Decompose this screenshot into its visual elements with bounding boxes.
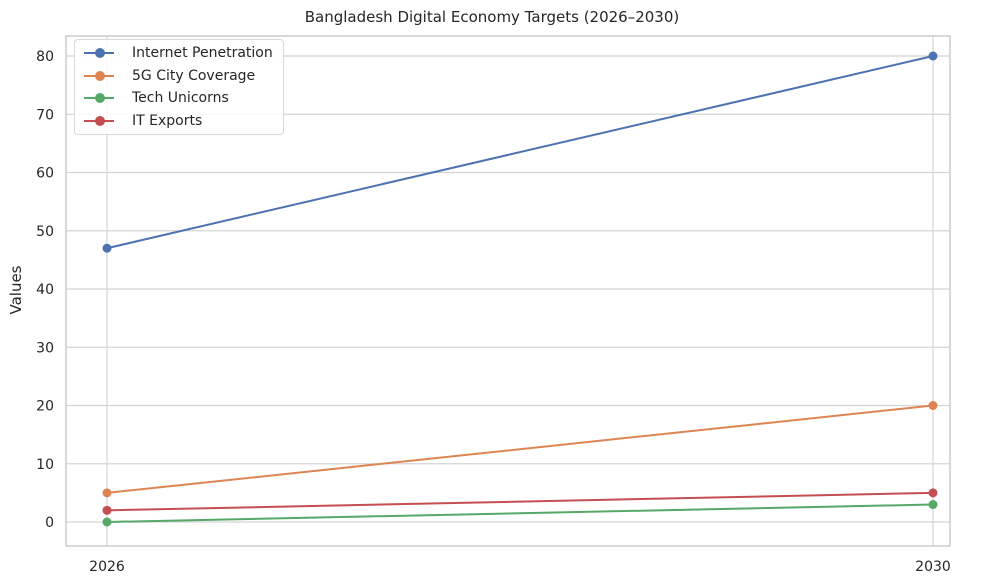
series-line xyxy=(106,404,934,494)
data-point xyxy=(102,517,112,527)
legend-item: Internet Penetration xyxy=(75,42,273,64)
series-line xyxy=(106,491,934,512)
data-point xyxy=(928,488,938,498)
y-tick-label: 20 xyxy=(36,399,54,415)
data-point xyxy=(928,401,938,410)
legend: Internet Penetration 5G City Coverage Tech… xyxy=(74,39,284,135)
y-tick-label: 10 xyxy=(36,457,54,473)
axes-frame xyxy=(65,35,951,547)
data-point xyxy=(102,505,112,515)
legend-item: IT Exports xyxy=(75,110,202,132)
y-tick-label: 50 xyxy=(36,224,54,240)
legend-label: Tech Unicorns xyxy=(132,90,229,106)
data-point xyxy=(928,500,938,510)
data-point xyxy=(102,488,112,498)
series-line xyxy=(106,503,934,523)
x-tick-label: 2030 xyxy=(915,559,951,575)
y-tick-label: 0 xyxy=(45,515,54,531)
chart-title: Bangladesh Digital Economy Targets (2026… xyxy=(304,8,680,26)
y-tick-label: 60 xyxy=(36,166,54,182)
y-tick-label: 80 xyxy=(36,49,54,65)
y-tick-label: 40 xyxy=(36,282,54,298)
data-point xyxy=(928,51,938,61)
legend-marker-icon xyxy=(84,93,114,103)
legend-item: 5G City Coverage xyxy=(75,65,255,87)
legend-label: Internet Penetration xyxy=(132,45,273,61)
y-tick-label: 70 xyxy=(36,107,54,123)
legend-label: 5G City Coverage xyxy=(132,67,256,84)
legend-marker-icon xyxy=(84,115,114,126)
data-point xyxy=(102,243,112,253)
legend-marker-icon xyxy=(84,70,114,81)
legend-label: IT Exports xyxy=(132,112,203,129)
x-tick-label: 2026 xyxy=(89,559,125,575)
legend-item: Tech Unicorns xyxy=(75,87,229,109)
y-tick-label: 30 xyxy=(36,340,54,356)
series-line xyxy=(106,55,934,250)
legend-marker-icon xyxy=(84,48,114,58)
